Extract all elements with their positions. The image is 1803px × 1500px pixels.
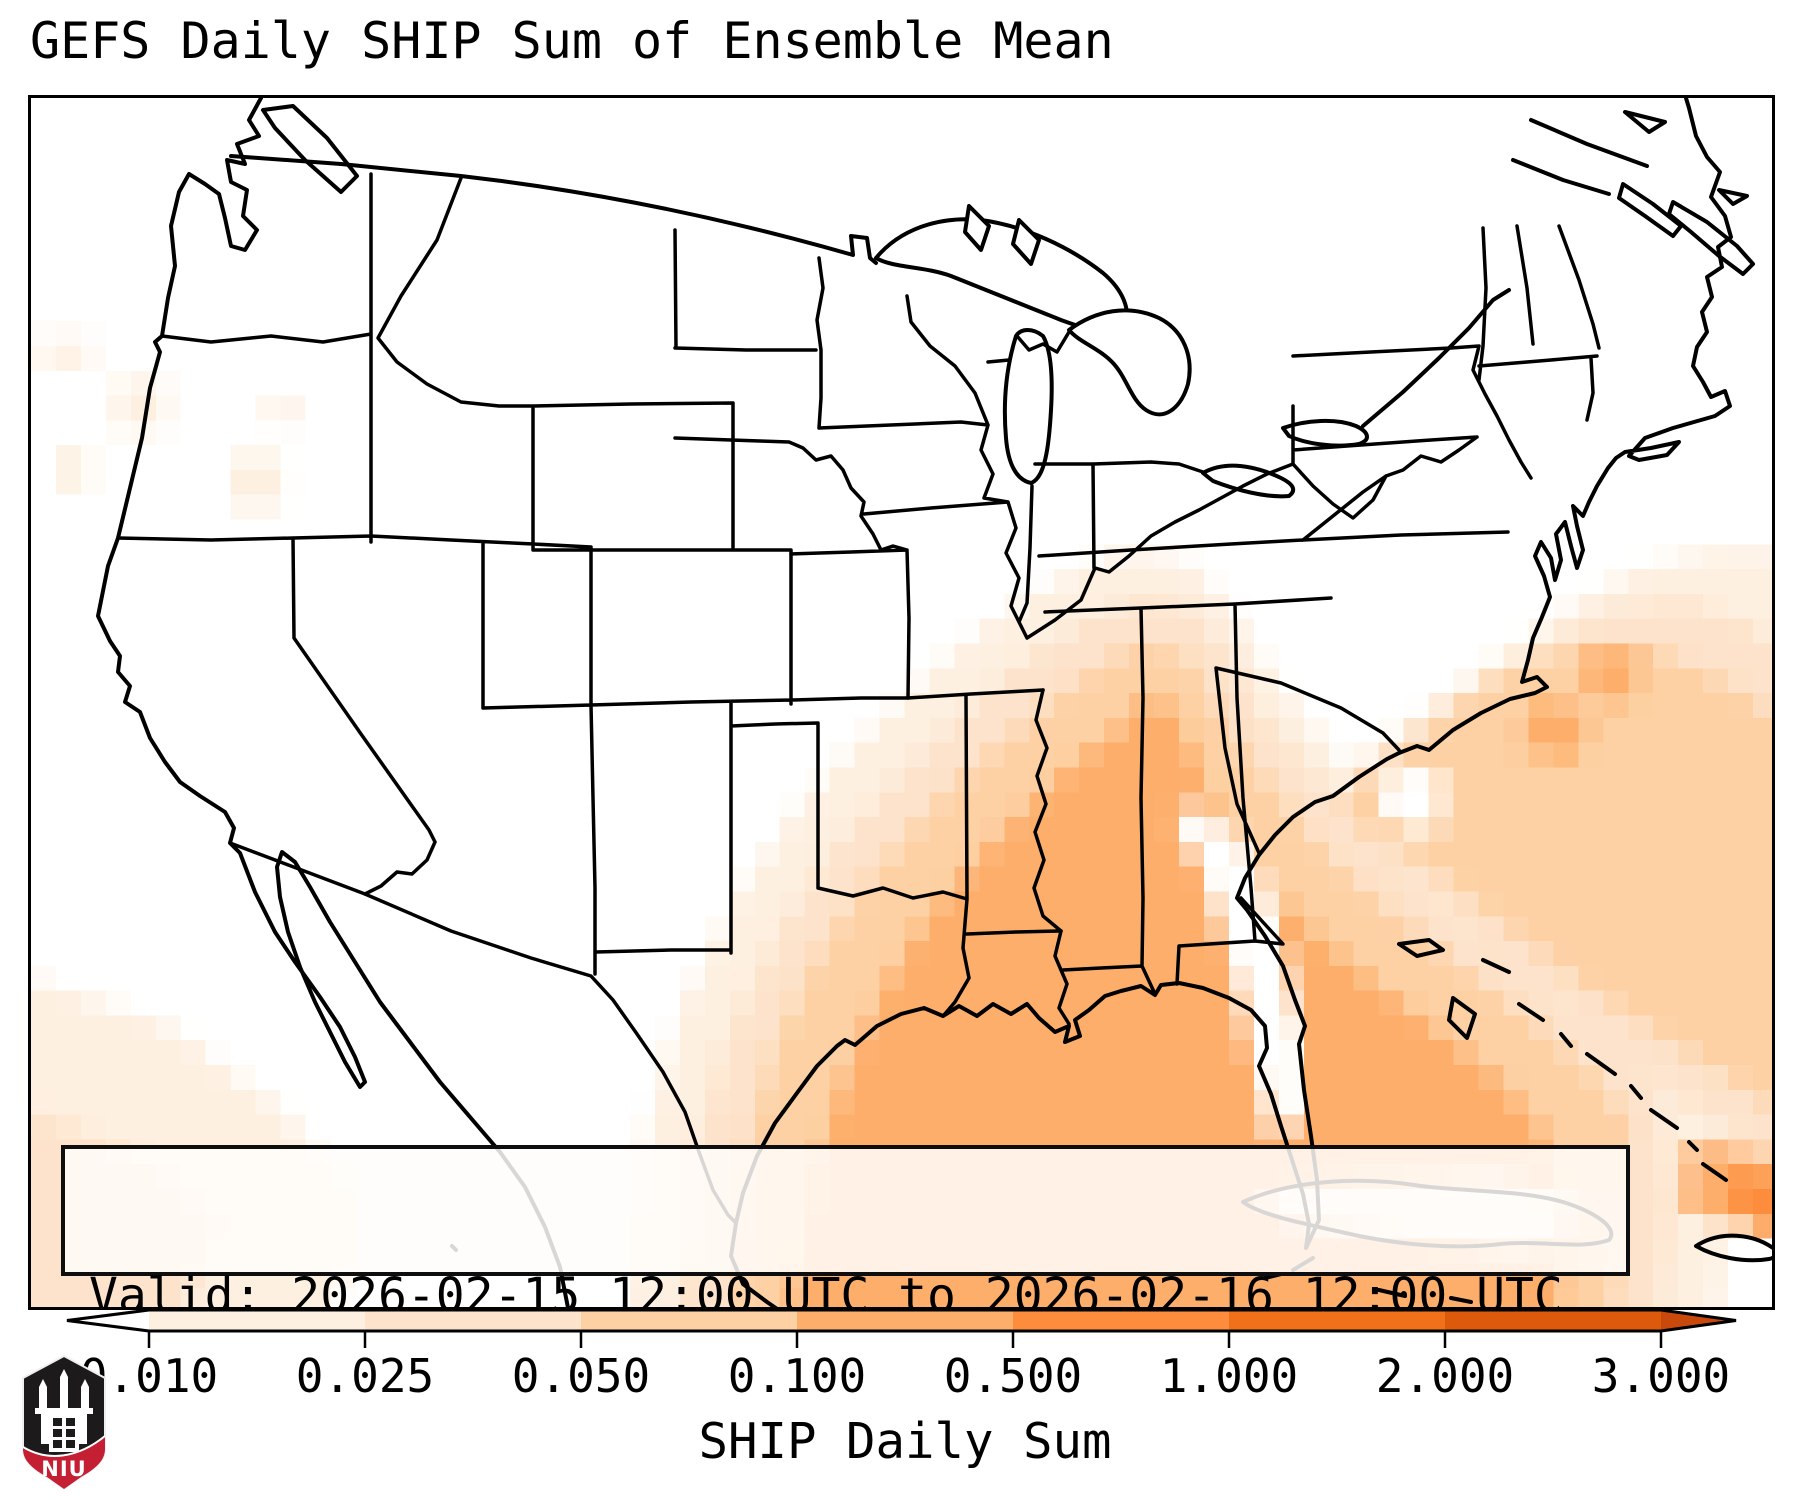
state-lines-central <box>673 228 1295 1026</box>
lake-erie <box>1201 463 1296 499</box>
state-lines-west <box>116 172 1063 1017</box>
logo-castle <box>35 1369 93 1452</box>
colorbar-over-arrow <box>1661 1310 1736 1331</box>
colorbar-segment <box>365 1310 581 1331</box>
map-frame: Valid: 2026-02-15 12:00 UTC to 2026-02-1… <box>28 95 1775 1310</box>
colorbar-ticks <box>147 1331 1663 1348</box>
colorbar-tick-label: 3.000 <box>1592 1349 1730 1403</box>
logo-castle-windows <box>53 1418 75 1448</box>
colorbar-tick-label: 0.050 <box>512 1349 650 1403</box>
bahamas-dashes <box>1397 938 1728 1182</box>
colorbar-segment <box>1445 1310 1661 1331</box>
lake-ontario <box>1281 418 1369 448</box>
colorbar-tick-label: 0.100 <box>728 1349 866 1403</box>
logo-text: NIU <box>41 1457 86 1481</box>
canada-border <box>229 154 878 265</box>
colorbar-segment <box>149 1310 365 1331</box>
canada-east-coast-lines <box>1511 110 1755 276</box>
st-lawrence-border <box>1361 288 1511 428</box>
colorbar: 0.010 0.025 0.050 0.100 0.500 1.000 2.000 3.000… <box>66 1308 1737 1470</box>
lake-michigan <box>1002 328 1054 485</box>
state-lines-east <box>1037 224 1601 996</box>
canada-small-lakes <box>963 204 1041 266</box>
colorbar-axis-label: SHIP Daily Sum <box>698 1413 1111 1470</box>
colorbar-segments <box>66 1308 1737 1333</box>
colorbar-tick-label: 0.025 <box>296 1349 434 1403</box>
colorbar-under-arrow <box>67 1310 149 1331</box>
colorbar-tick-label: 2.000 <box>1376 1349 1514 1403</box>
colorbar-segment <box>1229 1310 1445 1331</box>
lake-huron <box>1067 308 1192 417</box>
ship-field-canvas <box>31 98 1772 1307</box>
info-valid-line: Valid: 2026-02-15 12:00 UTC to 2026-02-1… <box>89 1268 1563 1310</box>
page-title: GEFS Daily SHIP Sum of Ensemble Mean <box>30 12 1114 70</box>
hispaniola-outline <box>1694 1233 1772 1263</box>
lake-superior <box>874 217 1129 335</box>
colorbar-tick-labels: 0.010 0.025 0.050 0.100 0.500 1.000 2.000 3.000 <box>80 1349 1730 1403</box>
vancouver-island <box>261 104 359 194</box>
us-map-linework <box>96 98 1772 1307</box>
colorbar-segment <box>1013 1310 1229 1331</box>
info-box: Valid: 2026-02-15 12:00 UTC to 2026-02-1… <box>61 1145 1630 1307</box>
logo-band-keyline <box>22 1435 106 1457</box>
us-mexico-coastline <box>96 98 570 1307</box>
gulf-atlantic-coastline <box>734 98 1733 1250</box>
colorbar-segment <box>581 1310 797 1331</box>
colorbar-tick-label: 1.000 <box>1160 1349 1298 1403</box>
niu-logo: NIU <box>22 1354 106 1491</box>
colorbar-segment <box>797 1310 1013 1331</box>
colorbar-tick-label: 0.500 <box>944 1349 1082 1403</box>
